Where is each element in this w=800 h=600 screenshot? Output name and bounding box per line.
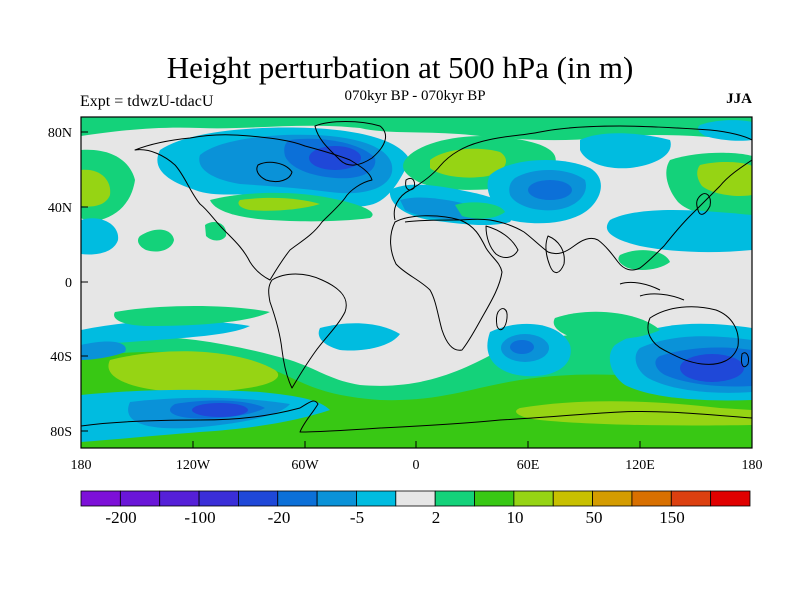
lon-tick-label: 60W [291,458,319,473]
coast-south-america [268,273,347,389]
colorbar-swatch [710,490,751,507]
contour-siberia-core [528,180,572,200]
coast-arabia [485,225,519,258]
contour-sh-southern-low [81,341,126,360]
contour-pacific-s-green [114,306,270,326]
contour-n-pacific-arctic-blue [697,120,752,141]
colorbar-label: 50 [586,508,603,527]
coast-antarctica [81,400,752,433]
coast-hudson-bay [256,161,293,183]
contour-s-indian-low-core [680,354,744,382]
colorbar-label: 10 [507,508,524,527]
lat-tick-label: 40N [48,201,72,216]
lon-tick-label: 0 [413,458,420,473]
coast-india [545,235,565,273]
lon-tick-label: 60E [517,458,540,473]
contour-n-pacific-blue [81,218,119,255]
contour-antarctic-low-core [192,403,248,417]
colorbar-label: -20 [268,508,291,527]
coast-australia [647,306,739,365]
colorbar-swatch [513,490,554,507]
colorbar-swatch [159,490,200,507]
contour-indian-equatorial-green [553,311,660,340]
colorbar-swatch [356,490,397,507]
contour-scandinavia-lime [430,148,507,178]
colorbar-swatch [434,490,475,507]
season-label: JJA [726,91,752,107]
colorbar-swatch [552,490,593,507]
contour-europe-green [455,202,505,219]
contour-greenland-low-core [309,146,361,170]
contour-east-asia-lime [697,162,752,196]
lat-tick-label: 40S [50,350,72,365]
lat-tick-label: 80N [48,126,72,141]
colorbar-swatch [670,490,712,507]
contour-n-america-lime [238,197,320,211]
contour-east-asia-blue [580,133,671,169]
colorbar-label: 150 [659,508,685,527]
colorbar-swatch [80,490,121,507]
coast-greenland [314,121,387,166]
contour-sh-lime-patch-2 [516,401,752,426]
colorbar-label: -200 [105,508,136,527]
lon-tick-label: 120E [625,458,655,473]
colorbar-labels: -200 -100 -20 -5 2 10 50 150 [105,508,684,527]
contour-s-america-low [81,320,250,345]
colorbar-swatch [277,490,318,507]
colorbar-label: -5 [350,508,364,527]
contour-sh-lime-patch [108,351,279,392]
coast-new-zealand [741,352,749,368]
contour-se-asia-green [618,250,670,270]
contour-field [81,117,752,448]
colorbar-label: 2 [432,508,441,527]
lon-tick-labels: 180 120W 60W 0 60E 120E 180 [71,458,763,473]
lon-tick-label: 180 [742,458,763,473]
lat-tick-label: 0 [65,276,72,291]
experiment-label: Expt = tdwzU-tdacU [80,93,214,110]
coastlines [81,121,752,433]
period-label: 070kyr BP - 070kyr BP [344,88,486,104]
colorbar-swatch [238,490,279,507]
colorbar-swatch [631,490,672,507]
colorbar [80,490,751,507]
contour-nw-pacific-blue [606,210,752,253]
coast-japan [696,193,711,215]
contour-n-pacific-lime [81,169,111,207]
coast-africa [390,215,503,351]
lat-tick-label: 80S [50,425,72,440]
lon-tick-label: 120W [176,458,211,473]
axis-ticks [80,131,753,448]
colorbar-swatch [474,490,515,507]
lon-tick-label: 180 [71,458,92,473]
colorbar-swatch [592,490,633,507]
plot-title: Height perturbation at 500 hPa (in m) [166,50,634,85]
coast-uk [405,177,415,191]
colorbar-swatch [198,490,239,507]
coast-madagascar [495,308,508,331]
colorbar-swatch [395,490,436,507]
contour-s-atlantic-low-core [510,340,534,354]
contour-pacific-mid-green [138,229,174,252]
colorbar-swatch [119,490,161,507]
contour-nh-arctic-band [81,117,752,141]
colorbar-swatch [316,490,357,507]
coast-north-america [134,134,373,281]
lat-tick-labels: 80N 40N 0 40S 80S [48,126,72,440]
colorbar-label: -100 [184,508,215,527]
coast-indonesia [619,281,685,301]
contour-atlantic-s-band [318,323,400,351]
